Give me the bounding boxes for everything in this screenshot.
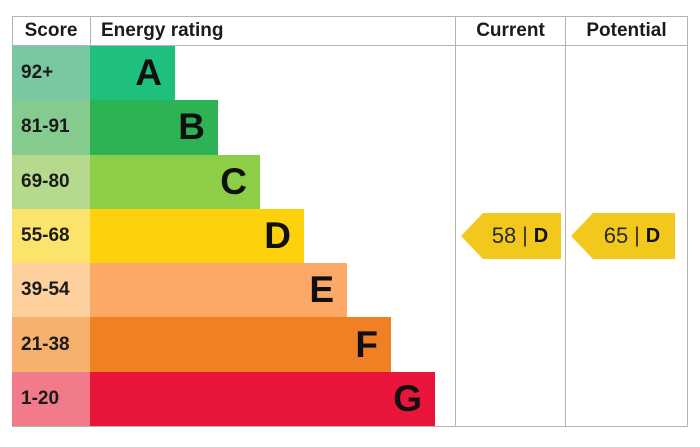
band-bar: G [90,371,435,426]
table-top-border [12,16,688,17]
potential-rating-arrow: 65 | D [571,213,675,259]
score-column-divider [90,16,91,46]
band-score-range: 1-20 [12,371,90,426]
potential-column-divider [565,16,566,427]
band-row: 81-91 B [12,100,688,155]
band-row: 1-20 G [12,371,688,426]
table-left-border [12,16,13,46]
table-right-border [687,16,688,427]
band-bar: D [90,208,304,264]
potential-rating-divider: | [634,224,640,247]
potential-rating-value: 65 [603,223,629,248]
band-score-range: 81-91 [12,100,90,155]
table-bottom-border [12,426,688,427]
score-column-header: Score [24,20,78,41]
band-row: 92+ A [12,46,688,101]
band-bar: A [90,46,175,101]
band-bar: F [90,317,391,372]
band-score-range: 21-38 [12,317,90,372]
current-rating-arrow: 58 | D [461,213,561,259]
energy-rating-header: Energy rating [101,20,224,41]
band-score-range: 39-54 [12,263,90,318]
current-rating-divider: | [522,224,528,247]
band-bar: C [90,154,260,209]
band-score-range: 69-80 [12,154,90,209]
current-column-header: Current [476,20,545,41]
potential-column-header: Potential [586,20,667,41]
potential-rating-band: D [645,224,661,247]
band-score-range: 92+ [12,46,90,101]
current-rating-value: 58 [491,223,517,248]
current-column-divider [455,16,456,427]
band-row: 55-68 D [12,208,688,264]
current-rating-band: D [533,224,549,247]
band-row: 39-54 E [12,263,688,318]
band-bar: B [90,100,218,155]
band-bar: E [90,263,347,318]
header-bottom-border [12,45,688,46]
band-score-range: 55-68 [12,208,90,264]
band-rows: 92+ A 81-91 B 69-80 C 55-68 D 39-54 E 21… [12,46,688,426]
band-row: 69-80 C [12,154,688,209]
band-row: 21-38 F [12,317,688,372]
